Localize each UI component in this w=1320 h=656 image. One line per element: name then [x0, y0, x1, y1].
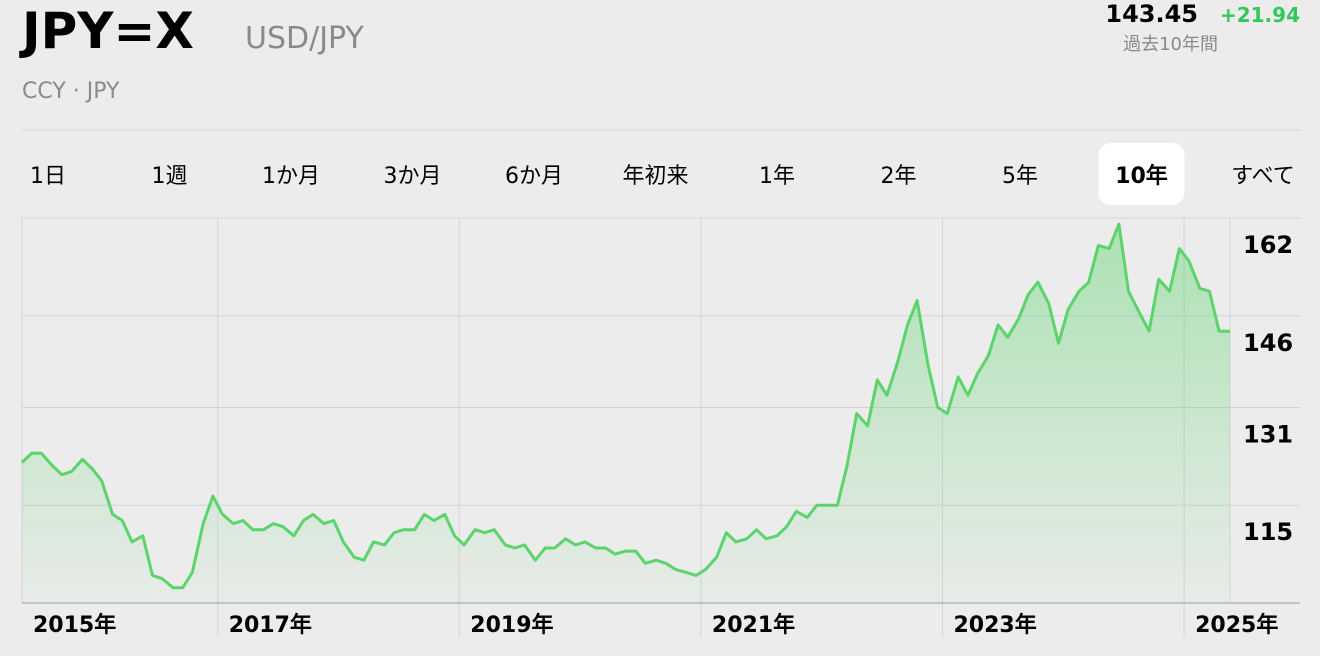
- range-button[interactable]: 2年: [881, 164, 917, 189]
- y-tick-label: 162: [1243, 231, 1293, 259]
- symbol: JPY=X: [19, 2, 194, 60]
- range-button[interactable]: 3か月: [384, 164, 442, 189]
- line: [20, 222, 1231, 590]
- y-tick-label: 115: [1243, 518, 1293, 546]
- range-button[interactable]: すべて: [1231, 164, 1295, 189]
- x-tick-label: 2019年: [470, 612, 553, 638]
- range-button[interactable]: 1か月: [262, 164, 320, 189]
- range-selected-bg: [1098, 143, 1185, 205]
- area: [22, 224, 1230, 603]
- x-tick-label: 2025年: [1195, 612, 1278, 638]
- range-button[interactable]: 年初来: [622, 164, 688, 189]
- chart: 115 131 146 162 2015年 2017年 2019年 2021年 2023年 202…: [20, 217, 1300, 638]
- x-tick-label: 2015年: [33, 612, 116, 638]
- price: 143.45: [1105, 0, 1198, 28]
- pair-name: USD/JPY: [245, 21, 364, 56]
- change: +21.94: [1220, 3, 1300, 27]
- range-button[interactable]: 1年: [759, 164, 795, 189]
- x-tick-label: 2021年: [712, 612, 795, 638]
- range-button[interactable]: 1日: [30, 164, 66, 189]
- y-tick-label: 146: [1243, 329, 1293, 357]
- y-tick-label: 131: [1243, 420, 1293, 448]
- range-bar: 1日 1週 1か月 3か月 6か月 年初来 1年 2年 5年 10年 すべて: [30, 143, 1295, 205]
- x-tick-label: 2017年: [229, 612, 312, 638]
- exchange: CCY · JPY: [22, 79, 120, 104]
- range-button[interactable]: 6か月: [505, 164, 563, 189]
- range-button[interactable]: 1週: [152, 164, 188, 189]
- range-button[interactable]: 5年: [1002, 164, 1038, 189]
- x-tick-label: 2023年: [953, 612, 1036, 638]
- range-button[interactable]: 10年: [1115, 163, 1168, 189]
- change-period: 過去10年間: [1123, 34, 1218, 55]
